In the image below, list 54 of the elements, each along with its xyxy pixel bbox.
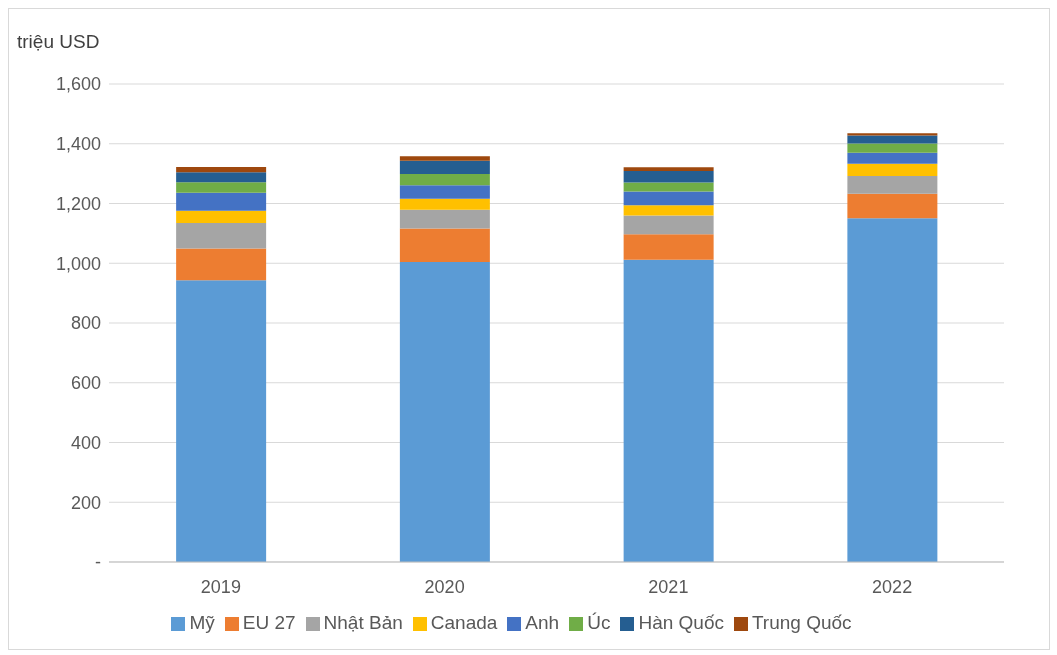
bar: [399, 228, 490, 263]
legend-label: Mỹ: [189, 612, 215, 633]
y-tick-label: 1,600: [55, 74, 101, 95]
bar: [623, 182, 714, 192]
bar: [176, 210, 267, 223]
bar: [176, 280, 267, 562]
bar: [847, 135, 938, 144]
bar: [847, 193, 938, 219]
bar: [399, 156, 490, 161]
y-tick-label: 1,400: [55, 134, 101, 155]
bar: [847, 152, 938, 164]
y-tick-label: 1,000: [55, 253, 101, 274]
y-tick-label: 600: [70, 373, 101, 394]
bar: [623, 234, 714, 260]
bar: [847, 133, 938, 136]
bar: [176, 192, 267, 211]
bar: [623, 167, 714, 171]
y-tick-label: 1,200: [55, 193, 101, 214]
x-tick-label: 2022: [872, 576, 913, 597]
bar: [847, 163, 938, 177]
bar: [176, 222, 267, 249]
y-tick-label: 400: [70, 432, 101, 453]
bar: [623, 215, 714, 235]
x-tick-label: 2019: [200, 576, 241, 597]
legend-label: Úc: [587, 612, 611, 633]
legend-label: Nhật Bản: [323, 612, 403, 633]
x-tick-label: 2021: [648, 576, 689, 597]
bar: [399, 262, 490, 562]
bar: [399, 173, 490, 186]
legend-label: Canada: [430, 612, 498, 633]
bar: [399, 209, 490, 229]
bar: [176, 167, 267, 173]
bar: [847, 143, 938, 153]
bar: [399, 198, 490, 210]
bar: [176, 248, 267, 281]
x-tick-label: 2020: [424, 576, 465, 597]
bar: [847, 218, 938, 562]
bar: [847, 176, 938, 194]
bar: [399, 160, 490, 174]
bar: [176, 182, 267, 193]
bar: [623, 170, 714, 183]
bar: [623, 205, 714, 216]
legend-label: EU 27: [242, 612, 296, 633]
bar: [176, 172, 267, 183]
legend-label: Trung Quốc: [751, 612, 852, 633]
y-tick-label: -: [95, 552, 101, 573]
y-tick-label: 800: [70, 313, 101, 334]
bar: [399, 185, 490, 199]
legend-label: Anh: [525, 612, 560, 633]
y-axis-title: triệu USD: [17, 31, 100, 53]
bar: [623, 259, 714, 562]
y-tick-label: 200: [70, 492, 101, 513]
legend-label: Hàn Quốc: [638, 612, 724, 633]
bar: [623, 191, 714, 206]
